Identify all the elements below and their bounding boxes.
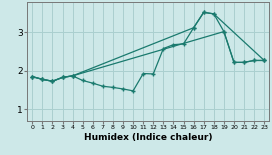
X-axis label: Humidex (Indice chaleur): Humidex (Indice chaleur) bbox=[84, 133, 212, 142]
